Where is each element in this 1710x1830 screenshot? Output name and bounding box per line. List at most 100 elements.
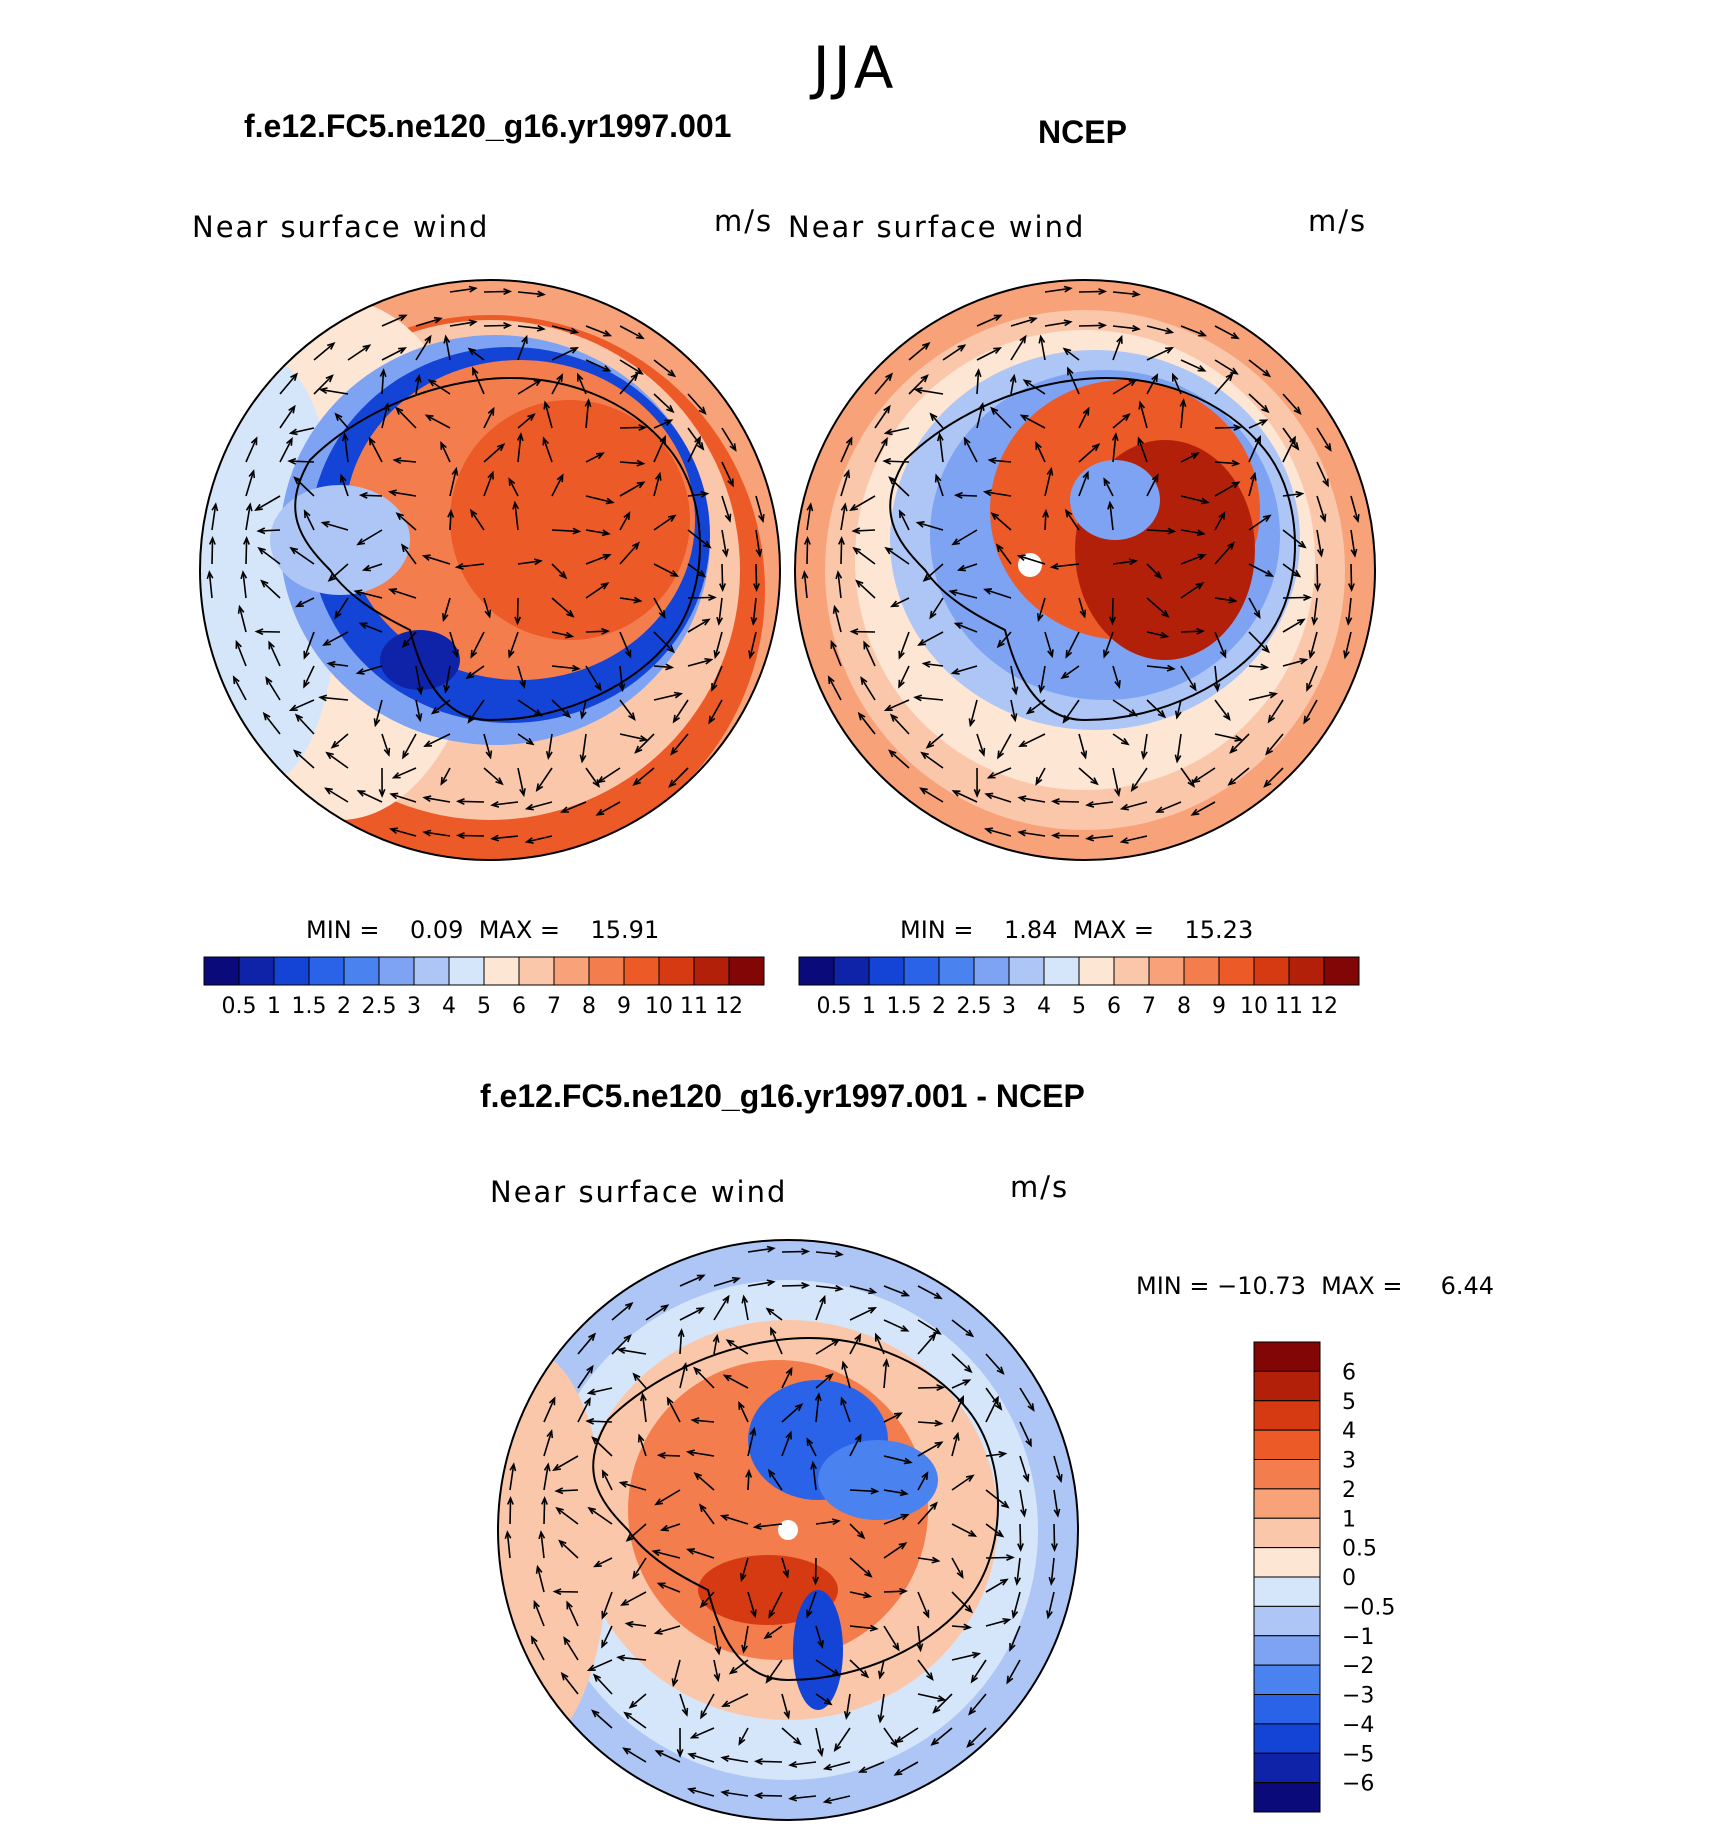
- colorbar-box: [939, 957, 974, 985]
- colorbar-box: [1254, 1606, 1320, 1635]
- season-title: JJA: [0, 34, 1710, 102]
- colorbar-tick-label: 2: [932, 994, 946, 1019]
- colorbar-box: [1254, 1342, 1320, 1371]
- colorbar-tick-label: −4: [1342, 1713, 1374, 1738]
- colorbar-tick-label: 9: [1212, 994, 1226, 1019]
- colorbar-tick-label: 1: [1342, 1507, 1356, 1532]
- panel-2-units-label: m/s: [1308, 204, 1367, 238]
- colorbar-box: [344, 957, 379, 985]
- colorbar-box: [1009, 957, 1044, 985]
- colorbar-tick-label: −3: [1342, 1684, 1374, 1709]
- colorbar-tick-label: 5: [477, 994, 491, 1019]
- colorbar-box: [904, 957, 939, 985]
- colorbar-tick-label: 11: [1275, 994, 1303, 1019]
- panel-3-variable-label: Near surface wind: [490, 1175, 787, 1209]
- colorbar-tick-label: 2: [1342, 1478, 1356, 1503]
- colorbar-box: [659, 957, 694, 985]
- colorbar-box: [589, 957, 624, 985]
- colorbar-box: [554, 957, 589, 985]
- colorbar-tick-label: 6: [1107, 994, 1121, 1019]
- colorbar-tick-label: 3: [1002, 994, 1016, 1019]
- colorbar-box: [1184, 957, 1219, 985]
- colorbar-tick-label: 7: [1142, 994, 1156, 1019]
- panel-3-min-max: MIN = −10.73 MAX = 6.44: [1136, 1272, 1494, 1300]
- colorbar-box: [1254, 1577, 1320, 1606]
- panel-1-title: f.e12.FC5.ne120_g16.yr1997.001: [244, 108, 731, 145]
- colorbar-tick-label: 1.5: [292, 994, 327, 1019]
- colorbar-box: [1254, 1783, 1320, 1812]
- colorbar-box: [1079, 957, 1114, 985]
- colorbar-box: [1254, 1665, 1320, 1694]
- colorbar-box: [1324, 957, 1359, 985]
- colorbar-tick-label: 10: [1240, 994, 1268, 1019]
- colorbar-box: [1254, 1518, 1320, 1547]
- colorbar-tick-label: −5: [1342, 1742, 1374, 1767]
- colorbar-tick-label: 1: [267, 994, 281, 1019]
- colorbar-box: [1254, 1489, 1320, 1518]
- colorbar-box: [519, 957, 554, 985]
- panel-1-variable-label: Near surface wind: [192, 210, 489, 244]
- colorbar-box: [414, 957, 449, 985]
- colorbar-tick-label: 3: [407, 994, 421, 1019]
- colorbar-box: [379, 957, 414, 985]
- colorbar-box: [1254, 1401, 1320, 1430]
- colorbar-box: [1254, 1460, 1320, 1489]
- colorbar-box: [1254, 1430, 1320, 1459]
- colorbar-tick-label: 2.5: [957, 994, 992, 1019]
- colorbar-box: [1254, 1695, 1320, 1724]
- colorbar-box: [1254, 1371, 1320, 1400]
- colorbar-tick-label: −2: [1342, 1654, 1374, 1679]
- colorbar-box: [1044, 957, 1079, 985]
- colorbar-tick-label: 2: [337, 994, 351, 1019]
- panel-1-units-label: m/s: [714, 204, 773, 238]
- colorbar-tick-label: 10: [645, 994, 673, 1019]
- colorbar-box: [449, 957, 484, 985]
- colorbar-box: [834, 957, 869, 985]
- panel-2-polar-map: [785, 270, 1385, 870]
- colorbar-tick-label: 11: [680, 994, 708, 1019]
- colorbar-tick-label: 2.5: [362, 994, 397, 1019]
- colorbar-tick-label: 4: [1342, 1419, 1356, 1444]
- colorbar-tick-label: 4: [442, 994, 456, 1019]
- colorbar-tick-label: 0.5: [222, 994, 257, 1019]
- colorbar-tick-label: 5: [1342, 1390, 1356, 1415]
- colorbar-tick-label: −6: [1342, 1772, 1374, 1797]
- colorbar-box: [1114, 957, 1149, 985]
- colorbar-box: [1219, 957, 1254, 985]
- colorbar-tick-label: 0: [1342, 1566, 1356, 1591]
- panel-2-title: NCEP: [1038, 114, 1127, 151]
- colorbar-box: [309, 957, 344, 985]
- panel-1-min-max: MIN = 0.09 MAX = 15.91: [306, 916, 659, 944]
- colorbar-tick-label: 5: [1072, 994, 1086, 1019]
- colorbar-box: [239, 957, 274, 985]
- colorbar-box: [624, 957, 659, 985]
- colorbar-tick-label: 0.5: [1342, 1537, 1377, 1562]
- colorbar-tick-label: 8: [582, 994, 596, 1019]
- colorbar-box: [1254, 1753, 1320, 1782]
- panel-2-variable-label: Near surface wind: [788, 210, 1085, 244]
- colorbar-box: [1289, 957, 1324, 985]
- colorbar-box: [1254, 957, 1289, 985]
- colorbar-tick-label: 1.5: [887, 994, 922, 1019]
- colorbar-box: [204, 957, 239, 985]
- colorbar-box: [484, 957, 519, 985]
- panel-1-polar-map: [190, 270, 790, 870]
- colorbar-tick-label: 9: [617, 994, 631, 1019]
- colorbar-tick-label: 12: [715, 994, 743, 1019]
- colorbar-tick-label: 1: [862, 994, 876, 1019]
- colorbar-box: [1254, 1724, 1320, 1753]
- panel-3-units-label: m/s: [1010, 1170, 1069, 1204]
- colorbar-tick-label: 8: [1177, 994, 1191, 1019]
- panel-3-title: f.e12.FC5.ne120_g16.yr1997.001 - NCEP: [480, 1078, 1085, 1115]
- colorbar-tick-label: 12: [1310, 994, 1338, 1019]
- colorbar-tick-label: 0.5: [817, 994, 852, 1019]
- colorbar-tick-label: 3: [1342, 1449, 1356, 1474]
- colorbar-tick-label: −1: [1342, 1625, 1374, 1650]
- colorbar-box: [729, 957, 764, 985]
- colorbar-tick-label: 4: [1037, 994, 1051, 1019]
- colorbar-tick-label: −0.5: [1342, 1595, 1395, 1620]
- colorbar-box: [1149, 957, 1184, 985]
- colorbar-tick-label: 7: [547, 994, 561, 1019]
- colorbar-tick-label: 6: [512, 994, 526, 1019]
